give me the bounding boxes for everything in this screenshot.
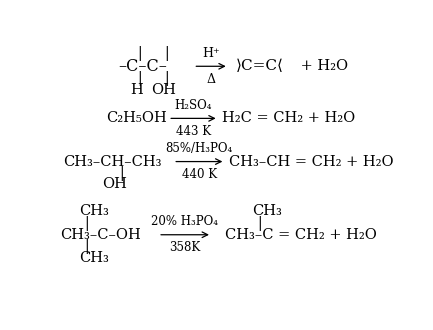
Text: CH₃: CH₃ <box>79 204 109 218</box>
Text: H: H <box>131 83 143 97</box>
Text: OH: OH <box>102 178 127 191</box>
Text: |: | <box>137 46 142 61</box>
Text: 358K: 358K <box>169 241 200 254</box>
Text: C₂H₅OH: C₂H₅OH <box>106 111 167 125</box>
Text: |: | <box>119 166 123 181</box>
Text: + H₂O: + H₂O <box>296 59 348 73</box>
Text: CH₃–C–OH: CH₃–C–OH <box>60 228 141 242</box>
Text: CH₃: CH₃ <box>252 204 282 218</box>
Text: CH₃: CH₃ <box>79 251 109 265</box>
Text: CH₃–CH–CH₃: CH₃–CH–CH₃ <box>64 154 162 169</box>
Text: 20% H₃PO₄: 20% H₃PO₄ <box>152 215 219 228</box>
Text: H⁺: H⁺ <box>202 47 220 60</box>
Text: 85%/H₃PO₄: 85%/H₃PO₄ <box>166 142 233 155</box>
Text: CH₃–C = CH₂ + H₂O: CH₃–C = CH₂ + H₂O <box>225 228 377 242</box>
Text: |: | <box>258 215 262 231</box>
Text: CH₃–CH = CH₂ + H₂O: CH₃–CH = CH₂ + H₂O <box>229 154 393 169</box>
Text: OH: OH <box>151 83 176 97</box>
Text: 440 K: 440 K <box>182 168 217 181</box>
Text: Δ: Δ <box>207 73 216 85</box>
Text: |: | <box>137 72 142 86</box>
Text: |: | <box>164 46 169 61</box>
Text: |: | <box>164 72 169 86</box>
Text: H₂C = CH₂ + H₂O: H₂C = CH₂ + H₂O <box>222 111 355 125</box>
Text: H₂SO₄: H₂SO₄ <box>174 99 212 112</box>
Text: |: | <box>85 215 89 231</box>
Text: ⟩C=C⟨: ⟩C=C⟨ <box>236 59 283 73</box>
Text: –C–C–: –C–C– <box>118 58 167 75</box>
Text: 443 K: 443 K <box>176 125 211 138</box>
Text: |: | <box>85 239 89 254</box>
